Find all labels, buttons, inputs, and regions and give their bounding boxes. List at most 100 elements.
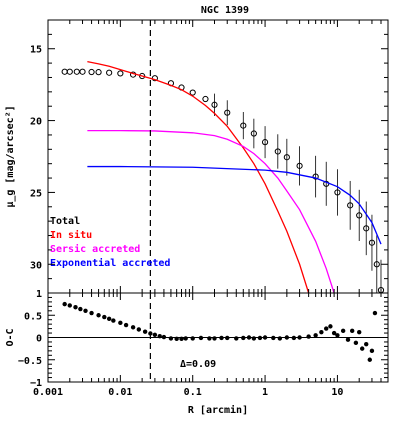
total-point xyxy=(368,239,376,246)
residual-point xyxy=(219,335,224,341)
residual-point xyxy=(319,329,324,335)
total-point xyxy=(224,109,231,116)
x-tick-label: 0.01 xyxy=(108,387,132,398)
residual-point xyxy=(198,335,204,341)
y-tick-label: 20 xyxy=(30,117,42,128)
residual-point xyxy=(111,318,116,323)
total-point xyxy=(312,173,319,180)
x-tick-label: 1 xyxy=(262,387,268,398)
x-axis-label: R [arcmin] xyxy=(188,404,248,416)
residual-point xyxy=(96,313,101,318)
total-point xyxy=(347,202,354,209)
total-point xyxy=(373,261,380,268)
profile-y-axis-label: μ_g [mag/arcsec²] xyxy=(5,105,16,207)
total-point xyxy=(202,95,209,103)
residual-point xyxy=(360,346,365,351)
residual-plot-frame xyxy=(47,292,389,383)
residual-point xyxy=(369,348,375,354)
total-point xyxy=(334,189,341,196)
residual-point xyxy=(324,326,329,331)
x-tick-label: 0.001 xyxy=(33,387,63,398)
residual-point xyxy=(262,335,268,340)
residual-point xyxy=(225,335,230,341)
residual-point xyxy=(331,330,337,336)
residual-point xyxy=(78,306,83,312)
residual-point xyxy=(157,333,162,339)
in-situ-line xyxy=(87,61,310,294)
y-tick-label: 30 xyxy=(30,260,42,271)
total-point xyxy=(356,212,363,219)
residual-point xyxy=(89,310,94,316)
residual-point xyxy=(257,335,263,341)
total-point xyxy=(95,69,102,76)
residual-point xyxy=(364,341,369,347)
residual-point xyxy=(313,333,318,338)
total-point xyxy=(61,68,68,75)
chart-title: NGC 1399 xyxy=(201,5,249,16)
total-point xyxy=(296,162,303,169)
total-point xyxy=(261,139,269,146)
total-point xyxy=(250,130,257,137)
residual-point xyxy=(357,329,362,335)
legend-label: In situ xyxy=(50,229,92,241)
residual-point xyxy=(234,336,239,341)
profile-panel: Total In situ Sersic accreted Exponential a… xyxy=(5,19,389,294)
residual-point xyxy=(246,335,252,340)
residual-point xyxy=(174,336,179,342)
residual-point xyxy=(207,336,212,341)
legend: Total In situ Sersic accreted Exponential a… xyxy=(50,216,170,269)
total-point xyxy=(79,68,86,75)
residual-point xyxy=(340,328,346,334)
residual-marks xyxy=(62,301,378,362)
profile-axis-ticks: 15 20 25 30 xyxy=(30,20,389,294)
residual-point xyxy=(277,336,283,341)
x-tick-label: 10 xyxy=(331,387,343,398)
residual-point xyxy=(73,305,78,310)
residual-point xyxy=(130,325,136,330)
residual-point xyxy=(183,336,188,341)
y-tick-label: 0 xyxy=(36,334,42,345)
residual-point xyxy=(345,337,351,342)
residual-point xyxy=(142,329,148,334)
exponential-accreted-line xyxy=(87,165,382,245)
residual-point xyxy=(349,328,355,334)
legend-label: Sersic accreted xyxy=(50,243,140,255)
residual-point xyxy=(306,334,311,339)
residual-point xyxy=(152,332,158,338)
total-point xyxy=(66,68,73,75)
residual-point xyxy=(67,303,72,308)
total-point xyxy=(106,69,113,76)
residual-point xyxy=(353,340,359,346)
total-point xyxy=(363,225,370,232)
residual-point xyxy=(212,336,217,341)
residual-point xyxy=(102,314,107,320)
residual-point xyxy=(83,308,88,313)
residual-point xyxy=(123,322,129,328)
residual-point xyxy=(179,336,184,342)
residual-point xyxy=(118,320,123,326)
residual-point xyxy=(251,336,257,341)
y-tick-label: −0.5 xyxy=(18,356,42,367)
x-tick-label: 0.1 xyxy=(184,387,202,398)
y-tick-label: 1 xyxy=(36,289,42,300)
total-point xyxy=(189,89,196,96)
residual-point xyxy=(335,333,340,338)
residual-point xyxy=(241,335,246,341)
y-tick-label: 0.5 xyxy=(24,311,42,322)
residual-point xyxy=(161,334,167,340)
legend-label: Total xyxy=(50,216,80,227)
total-point xyxy=(211,101,218,108)
residual-point xyxy=(284,335,290,340)
y-tick-label: 25 xyxy=(30,188,42,199)
residual-point xyxy=(367,357,372,362)
total-point xyxy=(139,72,146,80)
total-point xyxy=(88,68,95,76)
delta-annotation: Δ=0.09 xyxy=(180,359,216,370)
residual-axis-ticks: 0.001 0.01 0.1 1 10 −1 −0.5 0 0.5 1 xyxy=(18,289,389,398)
y-tick-label: 15 xyxy=(30,45,42,56)
sersic-accreted-line xyxy=(87,129,335,294)
residual-point xyxy=(328,324,333,329)
residual-point xyxy=(168,336,174,341)
residual-point xyxy=(291,335,297,341)
